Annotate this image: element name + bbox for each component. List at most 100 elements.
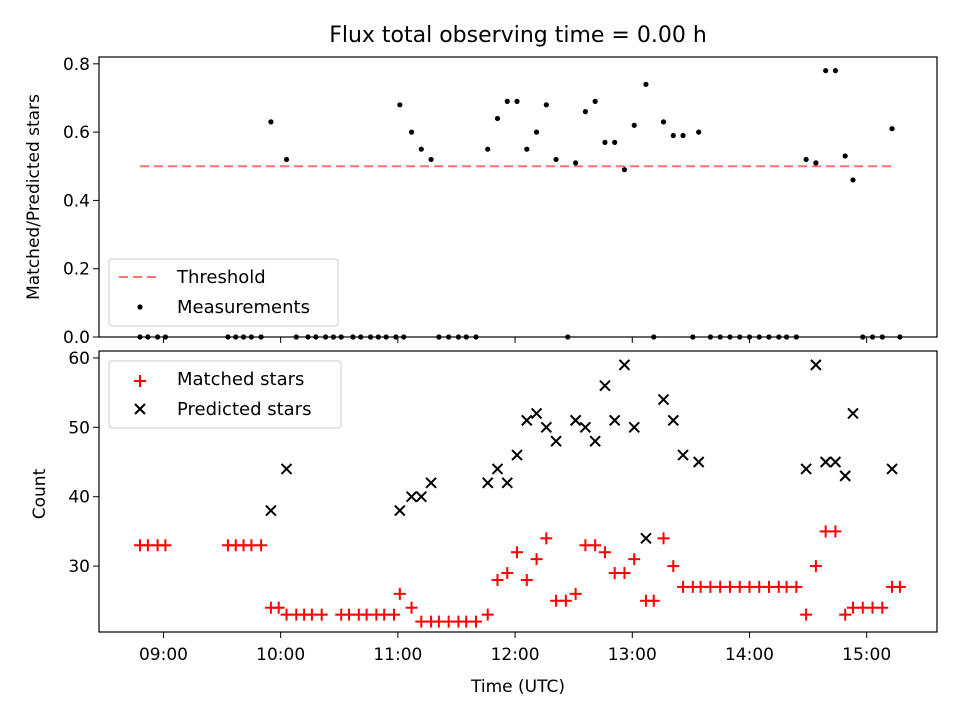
measurement-point (631, 122, 637, 128)
measurement-point (592, 98, 598, 104)
predicted-star-point (618, 359, 631, 371)
measurement-point (436, 334, 442, 340)
matched-star-point (589, 539, 602, 552)
legend-matched-swatch (134, 375, 146, 387)
predicted-star-point (677, 449, 689, 461)
top-y-tick-label: 0.2 (63, 260, 90, 280)
measurement-point (823, 68, 829, 74)
measurement-point (408, 129, 415, 135)
chart-title: Flux total observing time = 0.00 h (329, 23, 707, 48)
measurement-point (446, 334, 452, 340)
measurement-point (162, 334, 169, 340)
measurement-point (375, 334, 381, 340)
bottom-legend: Matched stars Predicted stars (108, 360, 342, 429)
matched-star-point (405, 601, 418, 614)
measurement-point (533, 129, 540, 135)
top-y-tick-label: 0.0 (63, 328, 90, 348)
predicted-star-point (280, 463, 293, 475)
predicted-star-point (628, 421, 640, 434)
measurement-point (504, 98, 510, 104)
bottom-y-tick-label: 50 (68, 418, 90, 438)
matched-star-point (876, 601, 889, 614)
measurement-point (524, 146, 530, 152)
predicted-star-point (511, 449, 523, 461)
matched-star-point (159, 539, 172, 552)
measurement-point (651, 334, 657, 340)
measurement-point (393, 334, 399, 340)
measurement-point (305, 334, 311, 340)
measurement-point (514, 98, 520, 104)
measurement-point (643, 81, 649, 87)
predicted-star-point (847, 407, 859, 420)
predicted-star-point (394, 504, 406, 517)
x-tick-label: 15:00 (842, 645, 891, 665)
top-y-tick-label: 0.6 (63, 123, 90, 143)
measurement-point (602, 139, 608, 145)
predicted-star-point (810, 359, 822, 371)
measurement-point (680, 132, 686, 139)
measurement-point (358, 334, 364, 340)
matched-star-point (800, 608, 813, 621)
predicted-star-point (491, 463, 504, 475)
measurement-point (367, 334, 374, 340)
measurement-point (582, 109, 588, 115)
measurement-point (455, 334, 462, 340)
legend-predicted-swatch (134, 403, 146, 415)
measurement-point (727, 334, 733, 340)
measurement-point (565, 334, 571, 340)
measurement-point (137, 334, 143, 340)
measurement-point (879, 334, 885, 340)
measurement-point (463, 334, 469, 340)
matched-star-point (657, 532, 670, 545)
predicted-star-point (819, 456, 832, 468)
measurement-point (776, 334, 782, 340)
measurement-point (240, 334, 247, 340)
predicted-star-point (839, 470, 851, 482)
measurement-point (670, 132, 676, 139)
matched-star-point (647, 594, 660, 607)
matched-star-point (628, 553, 641, 566)
measurement-point (258, 334, 264, 340)
matched-star-point (559, 594, 572, 607)
measurement-point (155, 334, 161, 340)
predicted-star-point (667, 414, 680, 427)
top-y-tick-label: 0.4 (63, 191, 90, 211)
measurement-point (401, 334, 407, 340)
matched-star-point (393, 587, 406, 600)
measurement-point (418, 146, 424, 152)
legend-predicted-label: Predicted stars (177, 399, 311, 420)
measurement-point (690, 334, 696, 340)
legend-measurements-label: Measurements (177, 297, 310, 318)
top-panel: Matched/Predicted stars 0.00.20.40.60.8 … (24, 55, 938, 348)
matched-star-point (809, 560, 822, 573)
bottom-plot-frame (98, 350, 938, 633)
top-legend-box (108, 258, 339, 327)
x-tick-label: 09:00 (139, 645, 188, 665)
measurement-point (473, 334, 479, 340)
matched-star-point (667, 560, 680, 573)
measurement-point (869, 334, 876, 340)
measurement-point (573, 160, 579, 166)
measurement-point (897, 334, 903, 340)
measurement-point (756, 334, 762, 340)
predicted-star-point (569, 414, 582, 427)
measurement-point (766, 334, 772, 340)
matched-star-point (501, 567, 514, 580)
measurement-point (494, 115, 501, 122)
matched-star-point (470, 615, 483, 628)
bottom-legend-box (108, 360, 342, 429)
predicted-star-point (405, 490, 418, 503)
measurement-point (783, 334, 790, 340)
x-tick-label: 12:00 (491, 645, 540, 665)
matched-star-point (315, 608, 328, 621)
measurement-point (485, 146, 491, 152)
matched-star-point (481, 608, 494, 621)
legend-matched-label: Matched stars (177, 369, 304, 390)
legend-measurements-swatch (137, 304, 143, 310)
measurement-point (350, 334, 356, 340)
matched-star-point (511, 546, 524, 559)
predicted-star-point (521, 414, 533, 427)
measurement-point (268, 119, 274, 125)
predicted-star-point (530, 407, 543, 420)
predicted-star-point (415, 490, 428, 503)
